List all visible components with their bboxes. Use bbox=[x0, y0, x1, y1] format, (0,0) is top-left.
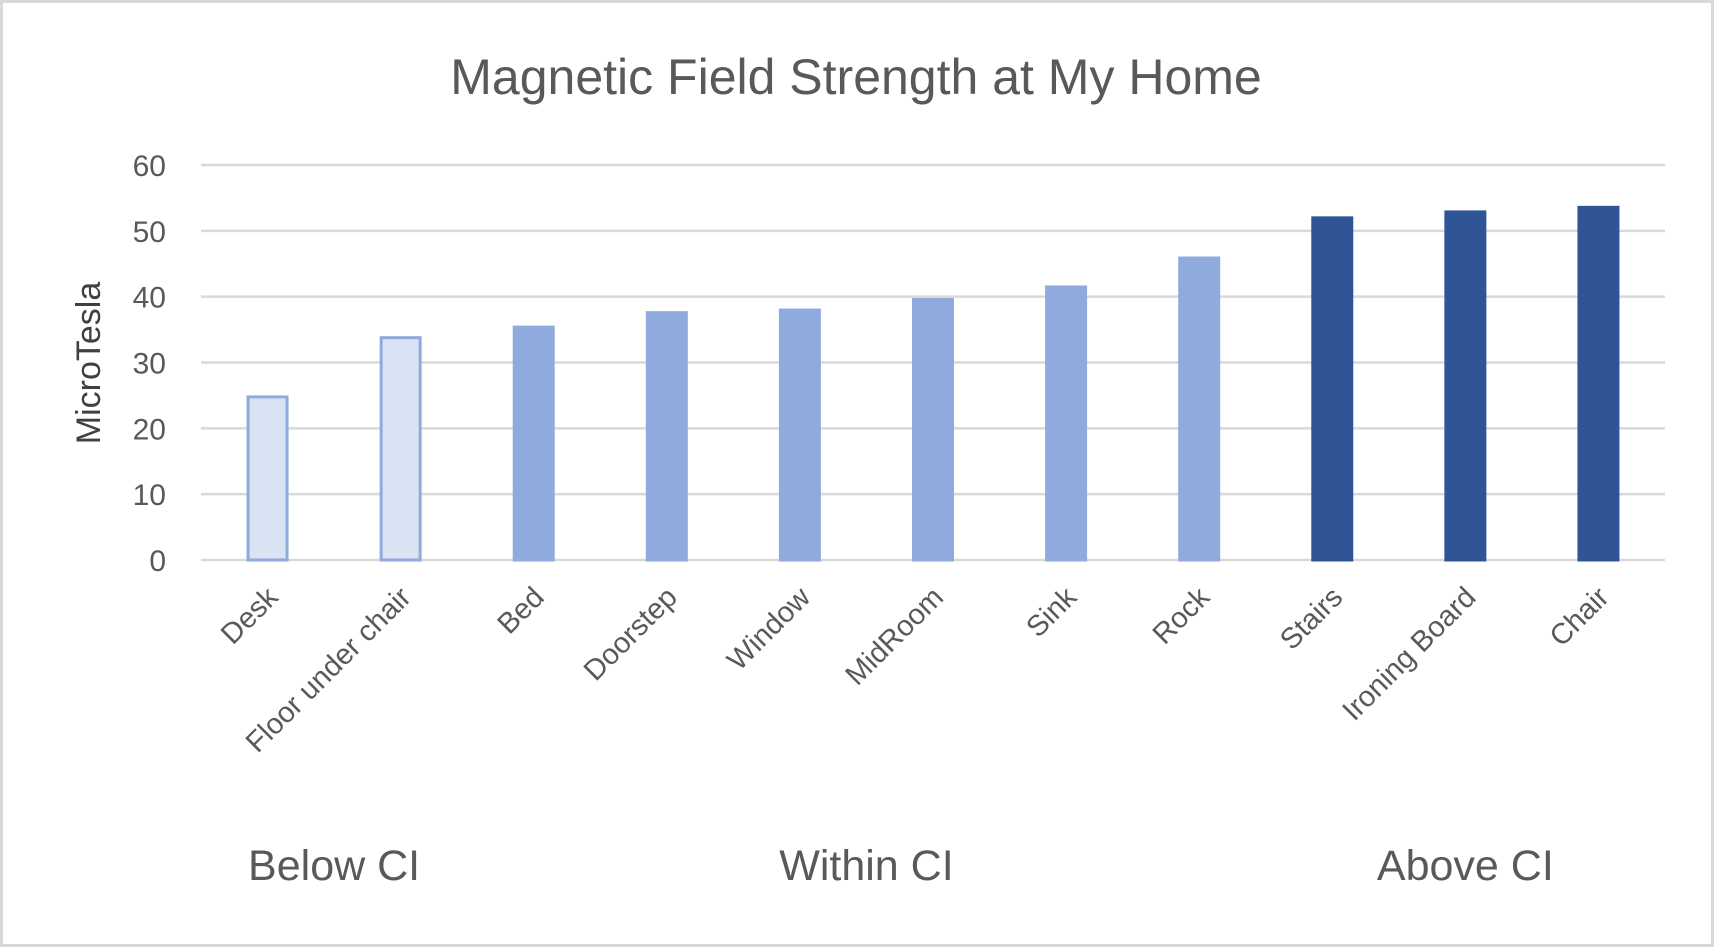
bar-bed bbox=[512, 325, 555, 562]
group-label: Below CI bbox=[248, 842, 420, 890]
bar-stairs bbox=[1311, 216, 1354, 562]
y-tick-label: 50 bbox=[133, 216, 166, 249]
bars bbox=[246, 205, 1620, 562]
x-tick-label: Stairs bbox=[1274, 581, 1349, 656]
y-tick-labels: 0 10 20 30 40 50 60 bbox=[133, 150, 166, 578]
bar-desk bbox=[246, 395, 289, 562]
y-tick-label: 0 bbox=[149, 545, 166, 578]
y-tick-label: 40 bbox=[133, 282, 166, 315]
x-tick-label: Ironing Board bbox=[1337, 581, 1483, 727]
x-tick-label: Sink bbox=[1021, 581, 1084, 644]
bar-doorstep bbox=[645, 311, 688, 562]
group-label: Within CI bbox=[779, 842, 953, 890]
x-tick-label: MidRoom bbox=[840, 581, 950, 691]
chart-title: Magnetic Field Strength at My Home bbox=[450, 49, 1261, 105]
y-tick-label: 60 bbox=[133, 150, 166, 183]
bar-rock bbox=[1178, 256, 1221, 562]
chart-svg: Magnetic Field Strength at My Home Micro… bbox=[70, 49, 1665, 890]
x-tick-label: Window bbox=[721, 581, 817, 677]
group-label: Above CI bbox=[1377, 842, 1554, 890]
bar-chair bbox=[1577, 205, 1620, 562]
group-labels: Below CI Within CI Above CI bbox=[248, 842, 1554, 890]
bar-sink bbox=[1045, 285, 1088, 562]
bar-ironing-board bbox=[1444, 210, 1487, 562]
y-tick-label: 10 bbox=[133, 479, 166, 512]
x-tick-label: Desk bbox=[215, 581, 285, 651]
x-tick-label: Rock bbox=[1147, 581, 1217, 651]
x-tick-label: Chair bbox=[1544, 581, 1616, 653]
y-tick-label: 20 bbox=[133, 413, 166, 446]
x-tick-label: Bed bbox=[492, 581, 551, 640]
x-tick-label: Doorstep bbox=[578, 581, 684, 687]
y-tick-label: 30 bbox=[133, 348, 166, 381]
y-axis-label: MicroTesla bbox=[70, 282, 108, 445]
bar-window bbox=[778, 308, 821, 562]
bar-midroom bbox=[912, 297, 954, 562]
bar-floor-under-chair bbox=[379, 336, 422, 562]
